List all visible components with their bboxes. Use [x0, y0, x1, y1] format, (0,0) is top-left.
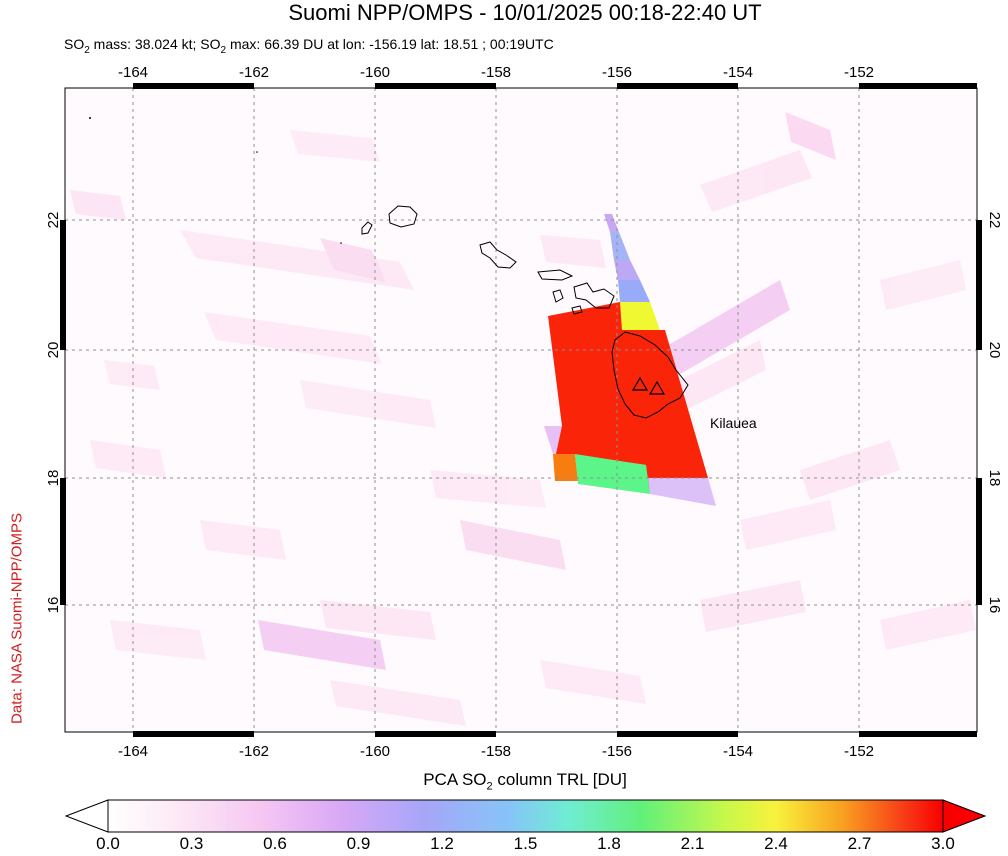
colorbar-max-arrow [942, 799, 987, 833]
volcano-markers [631, 376, 666, 395]
svg-text:-152: -152 [844, 64, 874, 81]
svg-text:-158: -158 [481, 743, 511, 760]
svg-text:-162: -162 [239, 64, 269, 81]
kilauea-label: Kilauea [710, 415, 757, 431]
background-swaths [70, 112, 976, 726]
colorbar-tick: 0.6 [263, 834, 287, 853]
kahoolawe-coastline [571, 305, 583, 315]
colorbar-tick: 1.8 [597, 834, 621, 853]
svg-text:20: 20 [45, 342, 62, 359]
oahu-coastline [479, 241, 517, 269]
lon-labels-top: -164 -162 -160 -158 -156 -154 -152 [118, 64, 874, 81]
niihau-coastline [361, 221, 373, 235]
svg-text:-156: -156 [602, 64, 632, 81]
colorbar-tick: 0.3 [179, 834, 204, 853]
colorbar-gradient [107, 799, 944, 833]
svg-text:18: 18 [45, 470, 62, 487]
svg-text:16: 16 [986, 597, 1003, 614]
volcano-triangle-icon [631, 376, 649, 391]
colorbar-tick: 0.9 [346, 834, 371, 853]
colorbar-tick: 2.1 [680, 834, 705, 853]
lat-labels-left: 22 20 18 16 [45, 212, 62, 614]
colorbar-tick: 2.7 [847, 834, 872, 853]
colorbar-tick: 1.2 [430, 834, 454, 853]
svg-text:-162: -162 [239, 743, 269, 760]
map-title: Suomi NPP/OMPS - 10/01/2025 00:18-22:40 … [288, 0, 762, 25]
colorbar-tick-labels: 0.0 0.3 0.6 0.9 1.2 1.5 1.8 2.1 2.4 2.7 … [0, 834, 1008, 856]
map-background [65, 88, 977, 732]
map-border-scale [60, 83, 982, 737]
colorbar-title: PCA SO2 column TRL [DU] [423, 770, 627, 793]
lon-labels-bottom: -164 -162 -160 -158 -156 -154 -152 [118, 743, 874, 760]
hawaii-coastlines [361, 205, 689, 419]
svg-text:18: 18 [986, 470, 1003, 487]
svg-text:-160: -160 [360, 64, 390, 81]
svg-text:-152: -152 [844, 743, 874, 760]
svg-text:-156: -156 [602, 743, 632, 760]
map-frame [64, 87, 978, 733]
svg-text:-164: -164 [118, 743, 148, 760]
graticule [65, 88, 977, 732]
colorbar-min-arrow [64, 799, 109, 833]
colorbar-tick: 0.0 [96, 834, 120, 853]
lat-labels-right: 22 20 18 16 [986, 212, 1003, 614]
colorbar-tick: 2.4 [764, 834, 788, 853]
colorbar [64, 799, 987, 833]
svg-text:22: 22 [45, 212, 62, 229]
svg-text:-154: -154 [723, 64, 753, 81]
molokai-coastline [537, 269, 574, 281]
lanai-coastline [552, 289, 564, 303]
svg-text:20: 20 [986, 342, 1003, 359]
volcano-triangle-icon [648, 380, 666, 395]
svg-text:-164: -164 [118, 64, 148, 81]
svg-text:22: 22 [986, 212, 1003, 229]
maui-coastline [573, 282, 615, 309]
svg-text:16: 16 [45, 597, 62, 614]
svg-text:-154: -154 [723, 743, 753, 760]
svg-text:-158: -158 [481, 64, 511, 81]
big-island-coastline [611, 331, 689, 419]
colorbar-tick: 1.5 [513, 834, 538, 853]
colorbar-tick: 3.0 [931, 834, 955, 853]
so2-summary: SO2 mass: 38.024 kt; SO2 max: 66.39 DU a… [64, 36, 554, 56]
kauai-coastline [388, 205, 418, 228]
svg-text:-160: -160 [360, 743, 390, 760]
